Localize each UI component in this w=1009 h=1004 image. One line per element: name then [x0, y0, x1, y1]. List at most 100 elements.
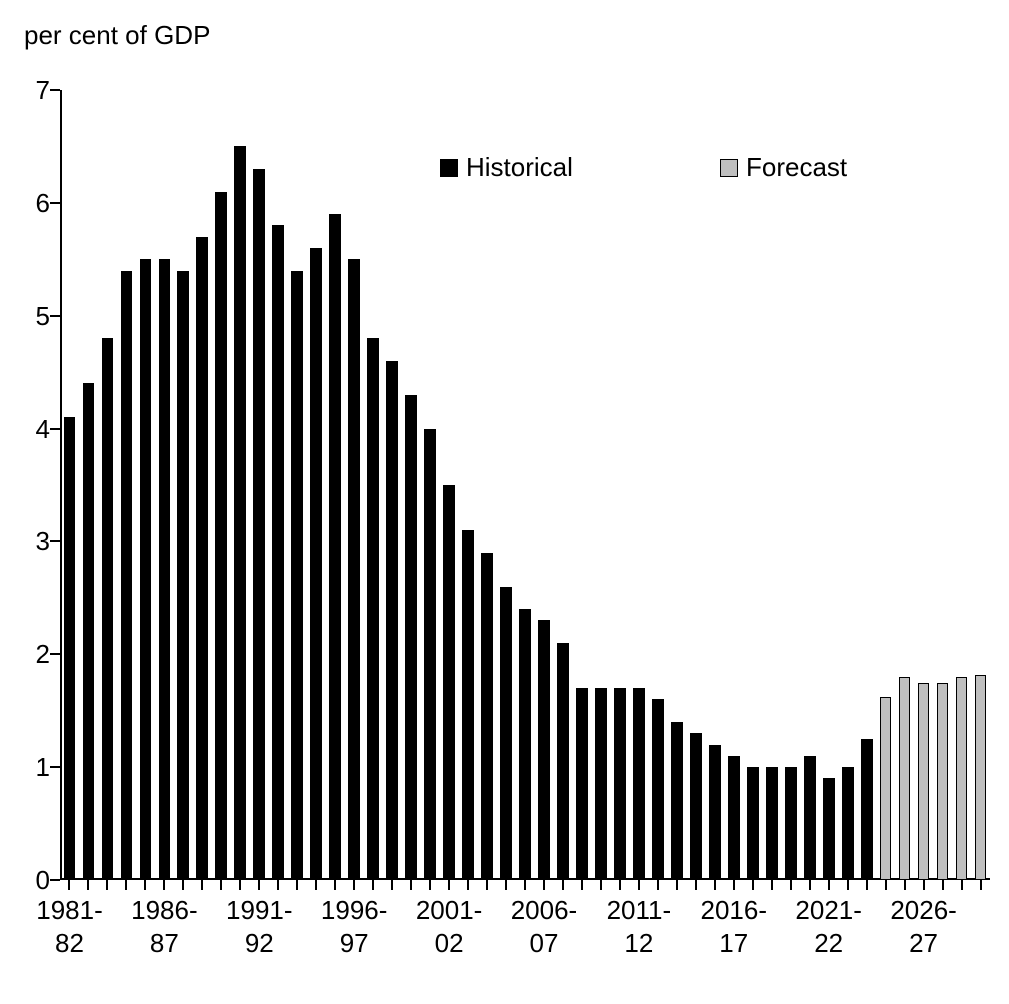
- x-tick-mark: [714, 880, 716, 890]
- bar: [424, 429, 436, 880]
- bar: [196, 237, 208, 880]
- x-tick-mark: [106, 880, 108, 890]
- x-tick-mark: [467, 880, 469, 890]
- y-tick-label: 3: [20, 526, 50, 557]
- bar: [785, 767, 797, 880]
- y-axis-title: per cent of GDP: [24, 20, 210, 51]
- x-tick-mark: [410, 880, 412, 890]
- x-tick-mark: [885, 880, 887, 890]
- x-tick-mark: [809, 880, 811, 890]
- x-tick-label: 2026-27: [876, 894, 972, 959]
- x-tick-mark: [619, 880, 621, 890]
- x-tick-mark: [391, 880, 393, 890]
- bar: [83, 383, 95, 880]
- bar: [462, 530, 474, 880]
- x-tick-mark: [847, 880, 849, 890]
- bar: [595, 688, 607, 880]
- bar: [64, 417, 76, 880]
- bar: [880, 697, 892, 880]
- x-tick-mark: [866, 880, 868, 890]
- bar: [823, 778, 835, 880]
- bar: [291, 271, 303, 880]
- x-tick-label: 2016-17: [686, 894, 782, 959]
- x-tick-mark: [258, 880, 260, 890]
- x-tick-mark: [68, 880, 70, 890]
- bar: [121, 271, 133, 880]
- bar: [481, 553, 493, 880]
- bar: [918, 683, 930, 881]
- x-tick-mark: [676, 880, 678, 890]
- bar: [386, 361, 398, 880]
- y-tick-mark: [50, 879, 60, 881]
- x-tick-mark: [125, 880, 127, 890]
- gdp-bar-chart: per cent of GDP Historical Forecast 0123…: [0, 0, 1009, 1004]
- y-tick-label: 5: [20, 301, 50, 332]
- y-tick-mark: [50, 89, 60, 91]
- x-tick-label: 1996-97: [306, 894, 402, 959]
- bar: [500, 587, 512, 880]
- x-tick-label: 2001-02: [401, 894, 497, 959]
- bar: [367, 338, 379, 880]
- y-tick-label: 6: [20, 188, 50, 219]
- x-tick-label: 2006-07: [496, 894, 592, 959]
- x-tick-mark: [733, 880, 735, 890]
- x-tick-mark: [638, 880, 640, 890]
- bar: [975, 675, 987, 880]
- x-tick-mark: [87, 880, 89, 890]
- bar: [633, 688, 645, 880]
- bar: [652, 699, 664, 880]
- bar: [519, 609, 531, 880]
- y-tick-label: 0: [20, 865, 50, 896]
- x-tick-mark: [277, 880, 279, 890]
- x-tick-label: 1981-82: [21, 894, 117, 959]
- x-tick-mark: [790, 880, 792, 890]
- x-tick-mark: [220, 880, 222, 890]
- bar: [177, 271, 189, 880]
- x-tick-label: 1991-92: [211, 894, 307, 959]
- y-tick-mark: [50, 202, 60, 204]
- y-tick-mark: [50, 315, 60, 317]
- bar: [159, 259, 171, 880]
- bar: [747, 767, 759, 880]
- y-tick-mark: [50, 540, 60, 542]
- bar: [215, 192, 227, 880]
- x-tick-mark: [448, 880, 450, 890]
- x-tick-mark: [524, 880, 526, 890]
- bar: [102, 338, 114, 880]
- bar: [671, 722, 683, 880]
- x-tick-mark: [961, 880, 963, 890]
- y-tick-label: 4: [20, 414, 50, 445]
- bar: [576, 688, 588, 880]
- bar: [310, 248, 322, 880]
- bar: [348, 259, 360, 880]
- bar: [709, 745, 721, 880]
- x-tick-mark: [828, 880, 830, 890]
- bar: [690, 733, 702, 880]
- x-tick-mark: [923, 880, 925, 890]
- bar: [253, 169, 265, 880]
- x-tick-mark: [144, 880, 146, 890]
- x-tick-mark: [334, 880, 336, 890]
- x-tick-mark: [904, 880, 906, 890]
- x-tick-mark: [600, 880, 602, 890]
- x-tick-label: 1986-87: [116, 894, 212, 959]
- bar: [272, 225, 284, 880]
- x-tick-mark: [562, 880, 564, 890]
- bar: [443, 485, 455, 880]
- bar: [804, 756, 816, 880]
- bar: [956, 677, 968, 880]
- bar: [234, 146, 246, 880]
- x-tick-mark: [296, 880, 298, 890]
- y-tick-mark: [50, 428, 60, 430]
- y-tick-label: 2: [20, 639, 50, 670]
- bar: [842, 767, 854, 880]
- x-tick-mark: [581, 880, 583, 890]
- x-tick-mark: [315, 880, 317, 890]
- x-tick-mark: [695, 880, 697, 890]
- bar: [329, 214, 341, 880]
- bar: [766, 767, 778, 880]
- bar: [140, 259, 152, 880]
- x-tick-mark: [543, 880, 545, 890]
- x-tick-mark: [752, 880, 754, 890]
- y-tick-label: 1: [20, 752, 50, 783]
